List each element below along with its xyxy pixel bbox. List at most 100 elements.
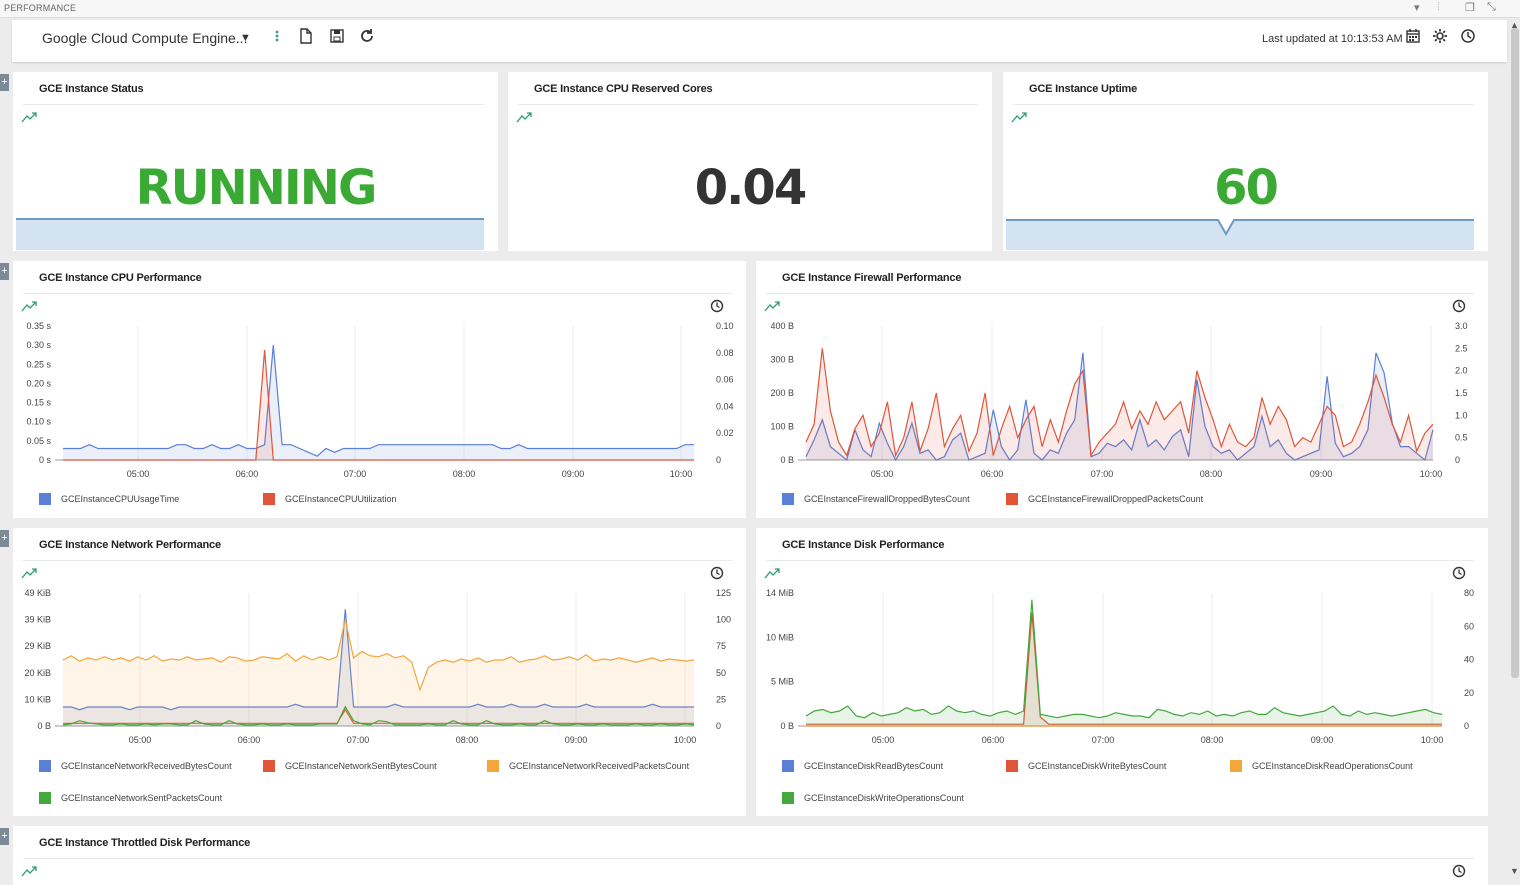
new-page-icon[interactable] <box>298 28 314 44</box>
legend-label[interactable]: GCEInstanceDiskWriteOperationsCount <box>804 793 964 803</box>
legend-swatch[interactable] <box>1006 493 1018 505</box>
y-right-tick-label: 80 <box>1464 588 1474 598</box>
firewall-performance-chart: 400 B 300 B 200 B 100 B 0 B 3.0 2.5 2.0 1.5 1.0 0.… <box>770 321 1468 505</box>
scroll-down-icon[interactable]: ▼ <box>1510 866 1519 876</box>
series-line[interactable] <box>805 352 1434 462</box>
legend-label[interactable]: GCEInstanceNetworkReceivedPacketsCount <box>509 761 690 771</box>
x-tick-label: 10:00 <box>1421 735 1444 745</box>
series-line[interactable] <box>62 619 695 692</box>
legend-label[interactable]: GCEInstanceNetworkReceivedBytesCount <box>61 761 232 771</box>
add-row-button[interactable]: + <box>0 828 9 845</box>
legend-label[interactable]: GCEInstanceNetworkSentPacketsCount <box>61 793 223 803</box>
legend-swatch[interactable] <box>1230 760 1242 772</box>
legend-swatch[interactable] <box>39 493 51 505</box>
calendar-icon[interactable] <box>1405 28 1421 44</box>
panel-cpu-reserved-cores: GCE Instance CPU Reserved Cores 0.04 <box>508 72 992 251</box>
x-tick-label: 08:00 <box>1200 469 1223 479</box>
collapse-icon[interactable]: ⤡ <box>1487 1 1496 13</box>
y-left-tick-label: 10 KiB <box>24 694 51 704</box>
x-tick-label: 09:00 <box>1310 469 1333 479</box>
series-line[interactable] <box>805 599 1443 719</box>
legend-swatch[interactable] <box>39 760 51 772</box>
pin-icon[interactable]: ⁞ <box>1437 1 1441 13</box>
y-left-tick-label: 200 B <box>770 388 794 398</box>
history-clock-icon[interactable] <box>710 299 724 313</box>
save-icon[interactable] <box>329 28 345 44</box>
legend-label[interactable]: GCEInstanceCPUUsageTime <box>61 494 179 504</box>
history-clock-icon[interactable] <box>1452 299 1466 313</box>
scrollbar-thumb[interactable] <box>1511 28 1519 678</box>
panel-title: GCE Instance CPU Performance <box>39 272 202 284</box>
reserved-cores-value: 0.04 <box>694 160 807 216</box>
series-area <box>63 609 694 726</box>
history-clock-icon[interactable] <box>1452 566 1466 580</box>
legend-label[interactable]: GCEInstanceCPUUtilization <box>285 494 397 504</box>
y-right-tick-label: 0.06 <box>716 375 734 385</box>
trend-chart-icon[interactable] <box>1011 111 1027 123</box>
x-tick-label: 08:00 <box>453 469 476 479</box>
x-tick-label: 08:00 <box>1201 735 1224 745</box>
y-right-tick-label: 40 <box>1464 655 1474 665</box>
series-line[interactable] <box>62 705 695 726</box>
series-line[interactable] <box>806 612 1442 725</box>
legend-swatch[interactable] <box>263 760 275 772</box>
vertical-scrollbar[interactable]: ▲ ▼ <box>1509 20 1520 880</box>
add-row-button[interactable]: + <box>0 530 9 547</box>
panel-cpu-performance: GCE Instance CPU Performance 0.35 s 0.30 … <box>13 261 746 518</box>
chevron-down-icon[interactable]: ▾ <box>1414 2 1420 14</box>
legend-label[interactable]: GCEInstanceNetworkSentBytesCount <box>285 761 437 771</box>
y-right-tick-label: 50 <box>716 668 726 678</box>
trend-chart-icon[interactable] <box>21 865 37 877</box>
panel-instance-uptime: GCE Instance Uptime 60 <box>1003 72 1488 251</box>
trend-chart-icon[interactable] <box>21 111 37 123</box>
legend-swatch[interactable] <box>782 493 794 505</box>
uptime-sparkline <box>1006 219 1474 250</box>
trend-chart-icon[interactable] <box>21 567 37 579</box>
chevron-down-icon[interactable]: ▼ <box>240 32 251 44</box>
y-right-tick-label: 25 <box>716 694 726 704</box>
entity-selector[interactable]: Google Cloud Compute Engine... <box>42 30 248 46</box>
x-tick-label: 05:00 <box>129 735 152 745</box>
legend-swatch[interactable] <box>782 760 794 772</box>
series-area <box>806 352 1433 460</box>
legend-swatch[interactable] <box>487 760 499 772</box>
series-line[interactable] <box>63 350 694 461</box>
panel-title: GCE Instance Uptime <box>1029 83 1138 95</box>
y-left-tick-label: 49 KiB <box>24 588 51 598</box>
trend-chart-icon[interactable] <box>21 300 37 312</box>
history-clock-icon[interactable] <box>710 566 724 580</box>
y-right-tick-label: 0.5 <box>1455 433 1468 443</box>
legend-label[interactable]: GCEInstanceFirewallDroppedBytesCount <box>804 494 970 504</box>
legend-label[interactable]: GCEInstanceDiskReadOperationsCount <box>1252 761 1413 771</box>
history-clock-icon[interactable] <box>1460 28 1476 44</box>
trend-chart-icon[interactable] <box>516 111 532 123</box>
series-line[interactable] <box>63 609 694 711</box>
legend-label[interactable]: GCEInstanceDiskReadBytesCount <box>804 761 944 771</box>
restore-icon[interactable]: ❐ <box>1465 2 1475 14</box>
legend-swatch[interactable] <box>263 493 275 505</box>
add-row-button[interactable]: + <box>0 263 9 280</box>
network-performance-chart: 49 KiB 39 KiB 29 KiB 20 KiB 10 KiB 0 B 125 100 7… <box>24 588 731 804</box>
y-left-tick-label: 5 MiB <box>771 677 794 687</box>
status-value: RUNNING <box>135 160 378 216</box>
legend-swatch[interactable] <box>782 792 794 804</box>
series-line[interactable] <box>805 348 1434 458</box>
legend-label[interactable]: GCEInstanceDiskWriteBytesCount <box>1028 761 1167 771</box>
add-row-button[interactable]: + <box>0 74 9 91</box>
settings-gear-icon[interactable] <box>1432 28 1448 44</box>
cpu-performance-chart: 0.35 s 0.30 s 0.25 s 0.20 s 0.15 s 0.10 s 0.05… <box>26 321 734 505</box>
refresh-icon[interactable] <box>359 28 375 44</box>
panel-firewall-performance: GCE Instance Firewall Performance 400 B 3… <box>756 261 1488 518</box>
legend-swatch[interactable] <box>39 792 51 804</box>
series-line[interactable] <box>63 345 694 457</box>
x-tick-label: 05:00 <box>127 469 150 479</box>
trend-chart-icon[interactable] <box>764 567 780 579</box>
history-clock-icon[interactable] <box>1452 864 1466 878</box>
legend-label[interactable]: GCEInstanceFirewallDroppedPacketsCount <box>1028 494 1204 504</box>
trend-chart-icon[interactable] <box>764 300 780 312</box>
y-right-tick-label: 60 <box>1464 621 1474 631</box>
more-options-icon[interactable] <box>270 28 284 44</box>
legend-swatch[interactable] <box>1006 760 1018 772</box>
scroll-up-icon[interactable]: ▲ <box>1510 20 1519 30</box>
x-tick-label: 09:00 <box>565 735 588 745</box>
